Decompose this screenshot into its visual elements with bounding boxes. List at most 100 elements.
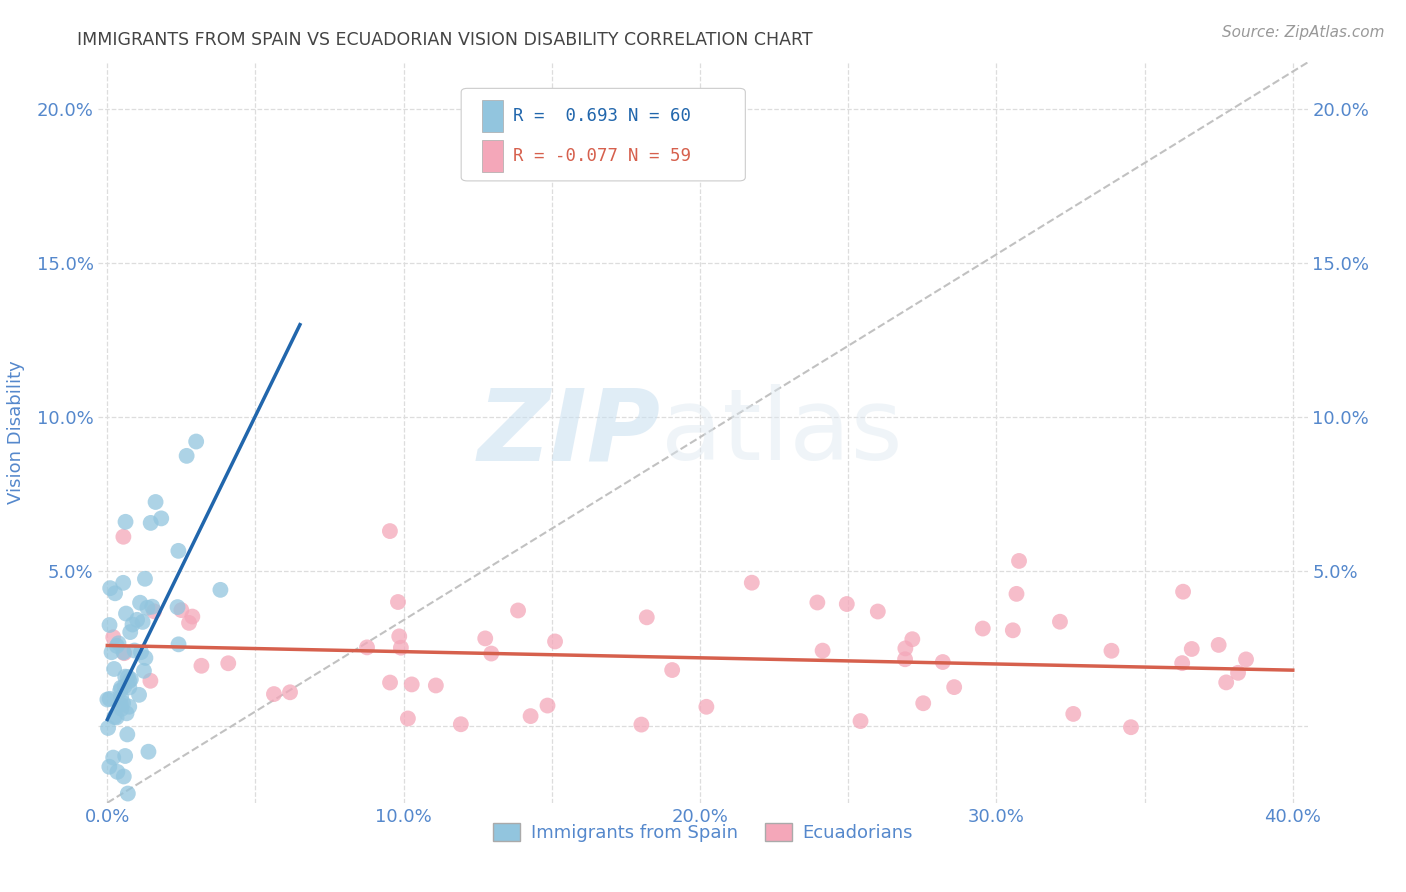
Point [1171,584,1194,599]
Point [167,544,190,558]
Point [129,645,152,659]
Point [166,600,188,615]
Point [661,663,683,677]
Point [387,595,409,609]
Point [127,613,149,627]
Point [107,636,129,650]
Point [114,749,136,764]
Point [103,710,125,724]
Point [128,688,150,702]
Point [1208,638,1230,652]
Point [209,582,232,597]
Point [811,643,834,657]
Point [1171,656,1194,670]
Point [186,434,208,449]
FancyBboxPatch shape [482,100,503,132]
Text: IMMIGRANTS FROM SPAIN VS ECUADORIAN VISION DISABILITY CORRELATION CHART: IMMIGRANTS FROM SPAIN VS ECUADORIAN VISI… [77,31,813,49]
Text: Source: ZipAtlas.com: Source: ZipAtlas.com [1222,25,1385,40]
Point [479,647,502,661]
Point [741,575,763,590]
Point [450,717,472,731]
Point [98,618,121,632]
Point [1001,624,1024,638]
Point [806,595,828,609]
Text: N = 60: N = 60 [628,107,690,125]
Point [120,625,142,640]
Point [120,673,142,687]
Point [835,597,858,611]
Point [849,714,872,728]
Point [112,679,135,693]
Point [356,640,378,655]
Point [115,607,138,621]
Point [630,717,652,731]
Text: N = 59: N = 59 [628,147,690,165]
Legend: Immigrants from Spain, Ecuadorians: Immigrants from Spain, Ecuadorians [485,815,921,849]
Point [118,681,141,695]
Point [263,687,285,701]
Point [278,685,301,699]
Point [110,690,132,704]
Point [190,658,212,673]
Point [103,630,125,644]
Point [143,604,166,618]
Point [1008,554,1031,568]
Point [112,696,135,710]
Point [1215,675,1237,690]
Point [217,657,239,671]
Point [112,645,135,659]
Point [103,750,125,764]
Point [124,643,146,657]
Point [894,652,917,666]
Point [396,711,419,725]
Point [943,680,966,694]
Point [150,511,173,525]
Point [1119,720,1142,734]
Point [110,681,132,695]
Point [1101,644,1123,658]
Point [167,637,190,651]
Point [894,641,917,656]
Text: R = -0.077: R = -0.077 [513,147,628,165]
Point [110,698,132,712]
Point [506,603,529,617]
FancyBboxPatch shape [461,88,745,181]
Point [118,699,141,714]
Point [544,634,567,648]
Point [177,615,200,630]
Point [425,678,447,692]
Point [105,764,128,779]
Point [145,495,167,509]
Point [378,524,401,538]
Point [131,615,153,629]
Point [132,664,155,678]
Text: R =  0.693: R = 0.693 [513,107,640,125]
Point [110,683,132,698]
Point [695,699,717,714]
Point [932,655,955,669]
Point [103,662,125,676]
FancyBboxPatch shape [482,140,503,172]
Point [118,674,141,689]
Point [112,575,135,590]
Point [912,696,935,710]
Point [112,769,135,783]
Point [139,673,162,688]
Point [134,572,156,586]
Point [105,710,128,724]
Point [389,640,412,655]
Point [117,787,139,801]
Point [1234,652,1257,666]
Point [636,610,658,624]
Point [474,632,496,646]
Point [98,691,121,706]
Point [114,670,136,684]
Point [170,603,193,617]
Point [97,721,120,735]
Point [104,586,127,600]
Point [401,677,423,691]
Point [105,639,128,653]
Point [136,600,159,615]
Point [114,515,136,529]
Point [121,617,143,632]
